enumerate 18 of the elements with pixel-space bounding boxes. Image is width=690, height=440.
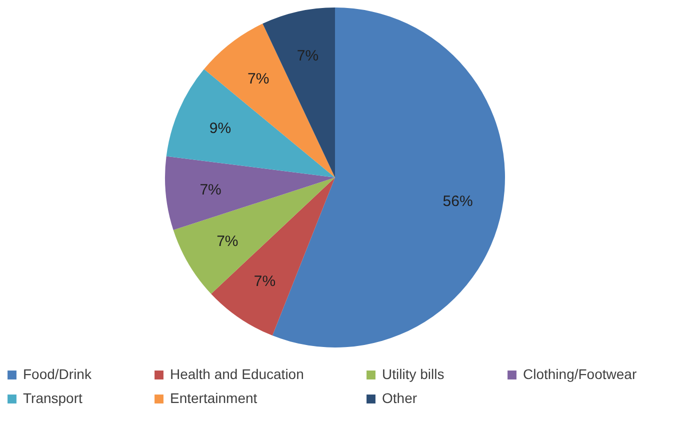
data-label: 7% [248, 70, 270, 88]
pie-slice [165, 156, 335, 230]
legend-label: Transport [23, 390, 82, 406]
pie-slice [166, 69, 335, 178]
data-label: 7% [296, 48, 319, 65]
legend-label: Health and Education [170, 366, 304, 382]
legend-label: Clothing/Footwear [523, 366, 637, 382]
data-label: 56% [442, 192, 473, 210]
data-label: 7% [200, 181, 222, 198]
legend-label: Food/Drink [23, 366, 92, 382]
legend-label: Utility bills [382, 366, 444, 382]
data-label: 7% [216, 233, 238, 250]
legend-label: Other [382, 390, 418, 406]
pie-slice [204, 24, 335, 178]
pie-slice [173, 178, 335, 294]
data-label: 7% [254, 272, 276, 290]
data-label: 9% [209, 120, 232, 137]
legend-label: Entertainment [170, 390, 258, 406]
